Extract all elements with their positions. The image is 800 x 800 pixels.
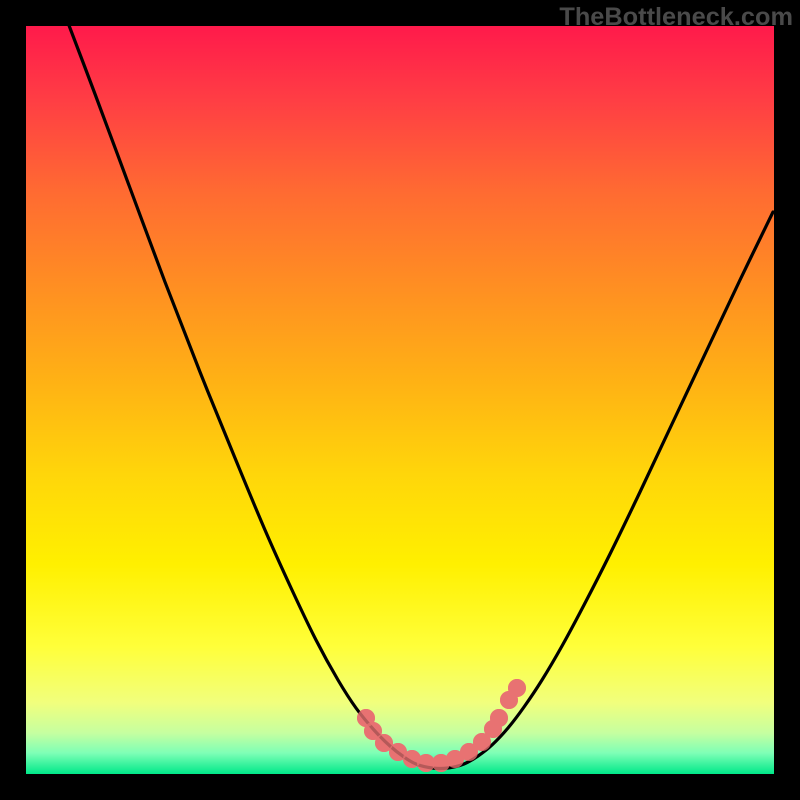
marker-dot: [490, 709, 508, 727]
markers-over: [357, 679, 526, 772]
watermark-text: TheBottleneck.com: [559, 3, 793, 32]
bottleneck-curve: [62, 7, 773, 769]
chart-svg: [0, 0, 800, 800]
marker-dot: [508, 679, 526, 697]
chart-frame: TheBottleneck.com: [0, 0, 800, 800]
